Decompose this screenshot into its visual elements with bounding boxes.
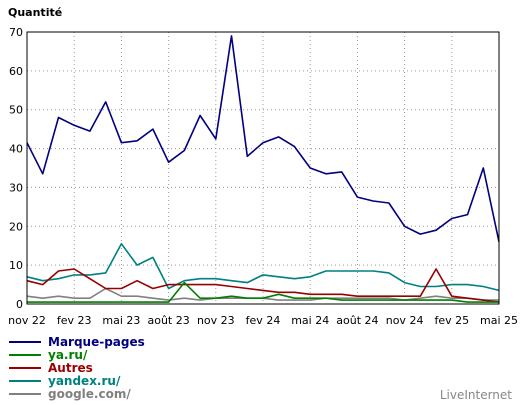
series-line-ya-ru xyxy=(27,281,499,303)
legend-item: Autres xyxy=(9,361,93,375)
x-tick-label: mai 25 xyxy=(480,314,518,327)
y-tick-label: 50 xyxy=(9,104,23,117)
series-line-marque-pages xyxy=(26,35,500,242)
y-tick-label: 30 xyxy=(9,181,23,194)
x-tick-label: nov 23 xyxy=(197,314,235,327)
legend-item: Marque-pages xyxy=(9,335,145,349)
legend-label: yandex.ru/ xyxy=(48,374,121,388)
y-axis-title: Quantité xyxy=(8,6,62,19)
legend-label: ya.ru/ xyxy=(48,348,88,362)
x-tick-label: août 23 xyxy=(147,314,189,327)
x-tick-label: mai 23 xyxy=(102,314,140,327)
y-tick-labels: 0 10 20 30 40 50 60 70 xyxy=(9,26,23,311)
legend-item: ya.ru/ xyxy=(9,348,88,362)
x-tick-label: fev 24 xyxy=(246,314,281,327)
x-tick-label: fev 25 xyxy=(434,314,469,327)
y-tick-label: 70 xyxy=(9,26,23,39)
legend-label: Marque-pages xyxy=(48,335,145,349)
legend-item: google.com/ xyxy=(9,387,131,401)
x-tick-label: août 24 xyxy=(336,314,378,327)
x-tick-label: fev 23 xyxy=(57,314,92,327)
y-tick-label: 10 xyxy=(9,259,23,272)
legend-item: yandex.ru/ xyxy=(9,374,121,388)
x-tick-label: nov 24 xyxy=(386,314,424,327)
legend: Marque-pagesya.ru/Autresyandex.ru/google… xyxy=(9,335,145,401)
plot-frame xyxy=(26,31,500,305)
y-tick-label: 40 xyxy=(9,143,23,156)
x-tick-labels: nov 22 fev 23 mai 23 août 23 nov 23 fev 24 mai… xyxy=(8,314,518,327)
y-tick-label: 20 xyxy=(9,220,23,233)
series-lines xyxy=(26,35,500,303)
legend-label: google.com/ xyxy=(48,387,131,401)
x-tick-label: mai 24 xyxy=(291,314,329,327)
series-line-yandex-ru xyxy=(26,243,500,292)
legend-label: Autres xyxy=(48,361,93,375)
gridlines xyxy=(27,32,499,304)
y-tick-label: 60 xyxy=(9,65,23,78)
series-line-autres xyxy=(26,268,500,303)
credit-text: LiveInternet xyxy=(440,388,512,402)
y-tick-label: 0 xyxy=(16,298,23,311)
x-tick-label: nov 22 xyxy=(8,314,46,327)
